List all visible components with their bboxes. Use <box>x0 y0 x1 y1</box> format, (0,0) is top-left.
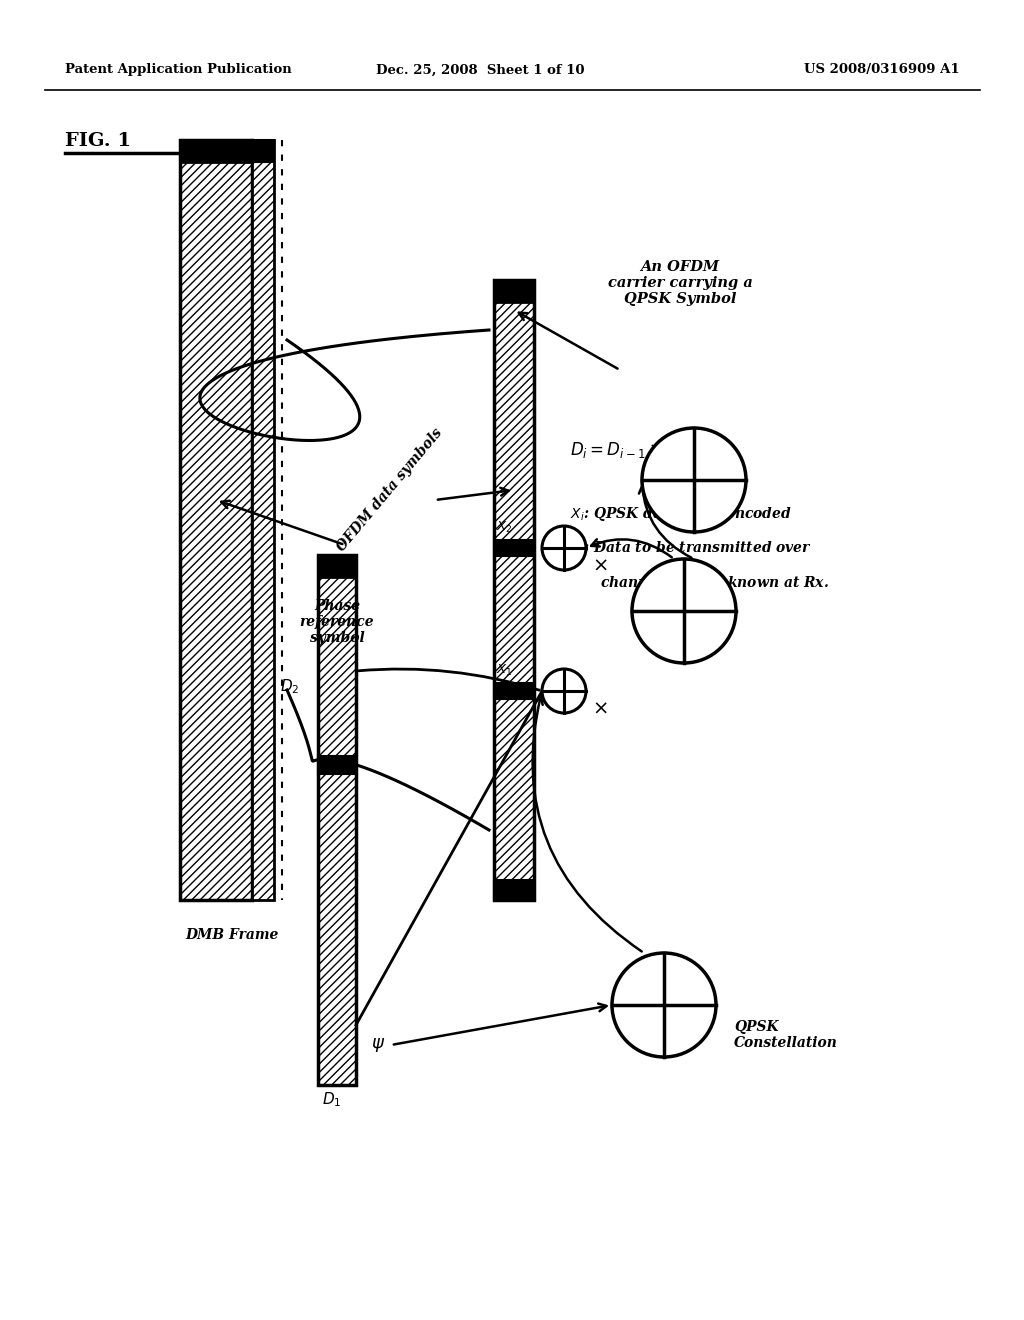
Text: channel with $D_1$ known at Rx.: channel with $D_1$ known at Rx. <box>600 576 829 593</box>
Circle shape <box>642 428 746 532</box>
Text: $\times$: $\times$ <box>592 557 607 576</box>
Bar <box>180 140 252 162</box>
Bar <box>494 682 534 700</box>
Circle shape <box>542 669 586 713</box>
Bar <box>494 880 534 900</box>
Text: $D_1$: $D_1$ <box>323 1090 342 1109</box>
Text: An OFDM
carrier carrying a
QPSK Symbol: An OFDM carrier carrying a QPSK Symbol <box>607 260 753 306</box>
Bar <box>180 140 252 900</box>
Text: OFDM data symbols: OFDM data symbols <box>335 426 445 554</box>
Text: $D_i$: Data to be transmitted over: $D_i$: Data to be transmitted over <box>570 540 812 557</box>
Bar <box>252 140 274 162</box>
Bar <box>494 540 534 556</box>
Circle shape <box>542 525 586 570</box>
Bar <box>252 140 274 900</box>
Text: $D_i = D_{i-1} \times X_i$: $D_i = D_{i-1} \times X_i$ <box>570 440 682 459</box>
Text: $X_2$: $X_2$ <box>496 520 513 535</box>
Circle shape <box>632 558 736 663</box>
Text: FIG. 1: FIG. 1 <box>65 132 131 150</box>
Bar <box>494 280 534 302</box>
Text: QPSK
Constellation: QPSK Constellation <box>734 1020 838 1051</box>
Text: US 2008/0316909 A1: US 2008/0316909 A1 <box>805 63 961 77</box>
Bar <box>494 280 534 900</box>
Bar <box>318 756 356 774</box>
Text: $X_1$: $X_1$ <box>496 663 513 678</box>
Text: $\psi$: $\psi$ <box>371 1036 385 1053</box>
Text: $X_i$: QPSK data to be encoded: $X_i$: QPSK data to be encoded <box>570 506 792 523</box>
Text: Phase
reference
symbol: Phase reference symbol <box>300 599 375 645</box>
Circle shape <box>612 953 716 1057</box>
Bar <box>318 554 356 577</box>
Text: Dec. 25, 2008  Sheet 1 of 10: Dec. 25, 2008 Sheet 1 of 10 <box>376 63 585 77</box>
Text: Patent Application Publication: Patent Application Publication <box>65 63 292 77</box>
Bar <box>318 554 356 1085</box>
Text: $\times$: $\times$ <box>592 700 607 718</box>
Text: $D_2$: $D_2$ <box>281 677 300 697</box>
Text: DMB Frame: DMB Frame <box>185 928 279 942</box>
